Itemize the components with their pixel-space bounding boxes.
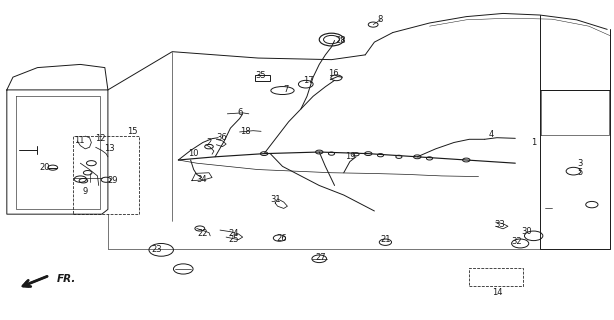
Text: 12: 12 [95, 134, 105, 143]
Text: 10: 10 [188, 149, 199, 158]
Text: 19: 19 [344, 152, 355, 161]
Text: 33: 33 [495, 220, 505, 229]
Text: 28: 28 [335, 36, 346, 45]
Text: FR.: FR. [57, 274, 76, 284]
Text: 6: 6 [237, 108, 243, 117]
Text: 36: 36 [216, 133, 227, 142]
Text: 35: 35 [256, 71, 266, 80]
Text: 11: 11 [74, 136, 84, 145]
Text: 24: 24 [228, 229, 239, 238]
FancyArrowPatch shape [23, 276, 47, 287]
Text: 2: 2 [206, 138, 212, 147]
Text: 3: 3 [577, 159, 582, 168]
Text: 7: 7 [283, 85, 288, 94]
Text: 4: 4 [488, 130, 494, 139]
Text: 18: 18 [241, 127, 251, 136]
Text: 22: 22 [198, 229, 208, 238]
Text: 32: 32 [511, 237, 522, 246]
Text: 13: 13 [104, 144, 115, 153]
Bar [73, 136, 139, 214]
Text: 5: 5 [577, 168, 582, 177]
Text: 14: 14 [492, 288, 502, 297]
Text: 1: 1 [531, 138, 536, 147]
Text: 25: 25 [228, 235, 239, 244]
Text: 27: 27 [315, 253, 326, 262]
Bar [255, 75, 270, 81]
Text: 21: 21 [380, 235, 391, 244]
Text: 17: 17 [303, 76, 314, 85]
Text: 20: 20 [39, 164, 50, 172]
Text: 16: 16 [328, 69, 339, 78]
Text: 23: 23 [152, 245, 162, 254]
Text: 8: 8 [378, 15, 383, 24]
Text: 31: 31 [270, 195, 281, 204]
Text: 30: 30 [521, 227, 532, 236]
Text: 34: 34 [196, 175, 207, 184]
Text: 29: 29 [107, 176, 117, 185]
Text: 15: 15 [127, 127, 138, 136]
Text: 9: 9 [83, 188, 88, 196]
Bar [469, 268, 523, 286]
Text: 26: 26 [276, 234, 287, 243]
